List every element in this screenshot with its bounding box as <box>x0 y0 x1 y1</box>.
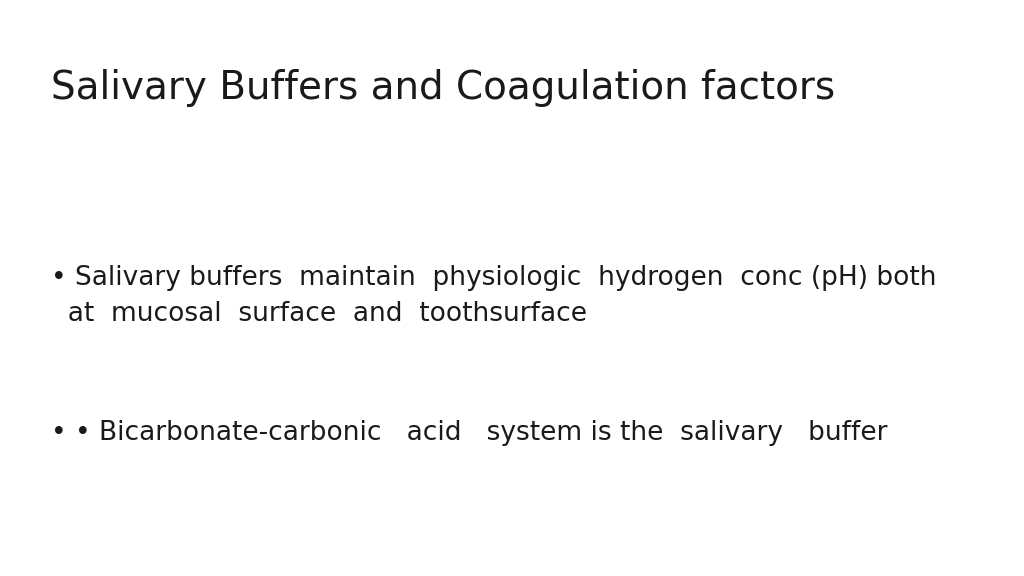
Text: • • Bicarbonate-carbonic   acid   system is the  salivary   buffer: • • Bicarbonate-carbonic acid system is … <box>51 420 888 446</box>
Text: • Salivary buffers  maintain  physiologic  hydrogen  conc (pH) both
  at  mucosa: • Salivary buffers maintain physiologic … <box>51 265 937 327</box>
Text: Salivary Buffers and Coagulation factors: Salivary Buffers and Coagulation factors <box>51 69 836 107</box>
